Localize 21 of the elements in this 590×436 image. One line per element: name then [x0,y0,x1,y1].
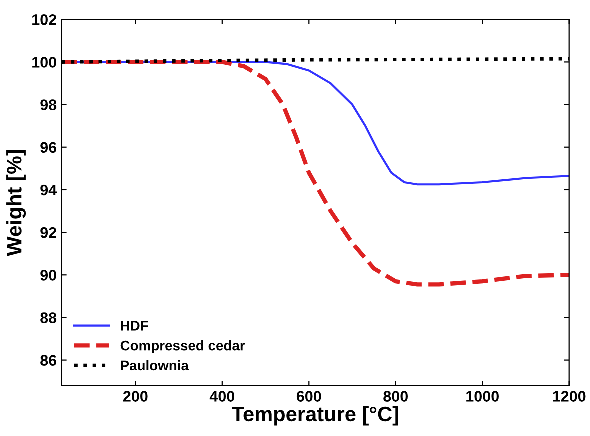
x-tick-label: 1200 [553,391,586,402]
x-tick-label: 800 [384,391,408,402]
y-tick-label: 94 [40,184,58,196]
y-tick-label: 102 [32,14,56,26]
x-axis-title: Temperature [°C] [232,406,398,426]
y-tick-label: 98 [40,100,57,110]
y-tick-label: 88 [40,312,57,324]
line-series [62,60,570,287]
y-tick-label: 96 [40,142,57,154]
y-tick-label: 92 [40,227,56,238]
y-tick-label: 100 [32,57,56,68]
legend-label: HDF [121,321,148,331]
x-tick-label: 200 [123,391,148,402]
legend-label: Compressed cedar [120,340,246,354]
legend-label: Paulownia [121,360,190,371]
y-tick-label: 86 [40,355,57,366]
x-tick-label: 1000 [466,391,499,402]
y-tick-label: 90 [40,270,56,281]
y-axis-title: Weight [%] [6,150,26,256]
x-tick-label: 600 [296,391,322,402]
x-tick-label: 400 [210,391,235,402]
